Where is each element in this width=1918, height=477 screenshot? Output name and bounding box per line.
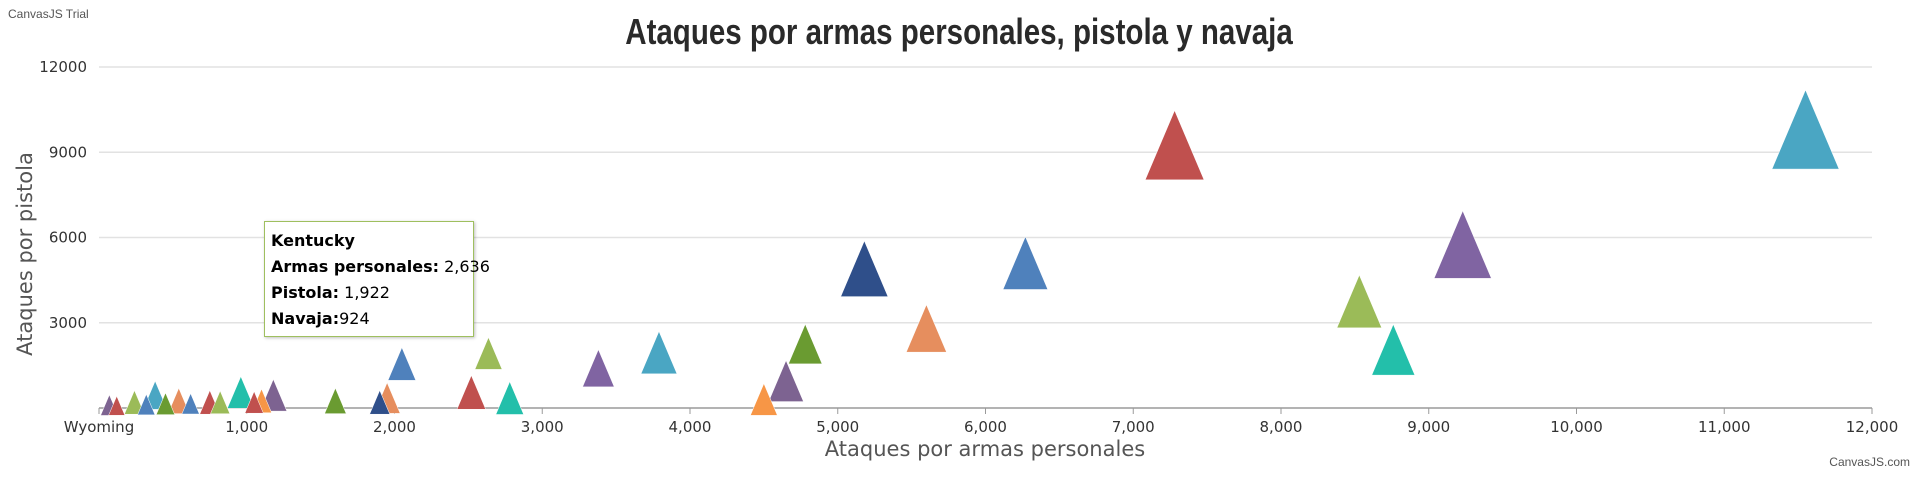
data-point-triangle [456, 374, 487, 410]
chart-title: Ataques por armas personales, pistola y … [625, 11, 1293, 51]
data-point-triangle [324, 387, 347, 414]
tooltip-row-armas: Armas personales: 2,636 [271, 254, 490, 280]
data-point-triangle [1002, 236, 1049, 290]
x-tick-label: 2,000 [373, 418, 416, 436]
x-tick-label: 8,000 [1260, 418, 1303, 436]
x-tick-label: 4,000 [669, 418, 712, 436]
tooltip-label-navaja: Navaja: [271, 309, 340, 328]
data-point-triangle [137, 393, 156, 416]
data-point-triangle [123, 389, 145, 415]
data-point-triangle [1771, 89, 1840, 170]
x-tick-label: 10,000 [1550, 418, 1603, 436]
x-tick-label: 7,000 [1112, 418, 1155, 436]
tooltip-label-pistola: Pistola: [271, 283, 340, 302]
data-point-triangle [155, 392, 176, 415]
data-point-triangle [1144, 109, 1205, 181]
data-point-triangle [369, 389, 391, 415]
x-tick-label: 12,000 [1846, 418, 1899, 436]
data-point-triangle [108, 395, 126, 416]
y-axis-title: Ataques por pistola [13, 152, 37, 356]
data-point-triangle [582, 348, 615, 388]
y-tick-label: 3000 [49, 314, 87, 332]
data-point-triangle [244, 390, 264, 414]
x-tick-label: 6,000 [964, 418, 1007, 436]
data-point-triangle [640, 330, 678, 375]
x-tick-label: 1,000 [225, 418, 268, 436]
y-tick-label: 6000 [49, 229, 87, 247]
trial-watermark: CanvasJS Trial [8, 7, 89, 21]
data-point-triangle [768, 359, 804, 402]
data-point-triangle [788, 323, 823, 365]
tooltip-value-navaja: 924 [339, 309, 370, 328]
tooltip-title: Kentucky [271, 231, 355, 250]
data-point-triangle [210, 390, 231, 414]
credit-link[interactable]: CanvasJS.com [1829, 455, 1910, 469]
data-point-triangle [181, 392, 200, 415]
data-point-triangle [495, 380, 525, 415]
tooltip: Kentucky Armas personales: 2,636 Pistola… [264, 221, 490, 337]
x-tick-label: 5,000 [816, 418, 859, 436]
tooltip-row-navaja: Navaja:924 [271, 306, 473, 332]
data-point-triangle [750, 382, 778, 416]
x-axis-title: Ataques por armas personales [825, 437, 1145, 461]
data-point-triangle [1336, 274, 1383, 329]
x-tick-label: 9,000 [1407, 418, 1450, 436]
x-tick-label: Wyoming [64, 418, 134, 436]
data-point-triangle [387, 346, 417, 381]
data-points [100, 89, 1840, 416]
y-tick-label: 9000 [49, 143, 87, 161]
x-tick-label: 11,000 [1698, 418, 1751, 436]
data-point-triangle [905, 304, 947, 353]
tooltip-value-armas: 2,636 [444, 257, 490, 276]
data-point-triangle [840, 240, 889, 297]
tooltip-row-pistola: Pistola: 1,922 [271, 280, 473, 306]
x-tick-label: 3,000 [521, 418, 564, 436]
tooltip-label-armas: Armas personales: [271, 257, 439, 276]
data-point-triangle [226, 375, 255, 409]
data-point-triangle [474, 336, 503, 370]
y-tick-label: 12000 [39, 58, 87, 76]
tooltip-value-pistola: 1,922 [344, 283, 390, 302]
data-point-triangle [167, 387, 190, 414]
data-point-triangle [1433, 210, 1492, 279]
data-point-triangle [1371, 323, 1416, 376]
